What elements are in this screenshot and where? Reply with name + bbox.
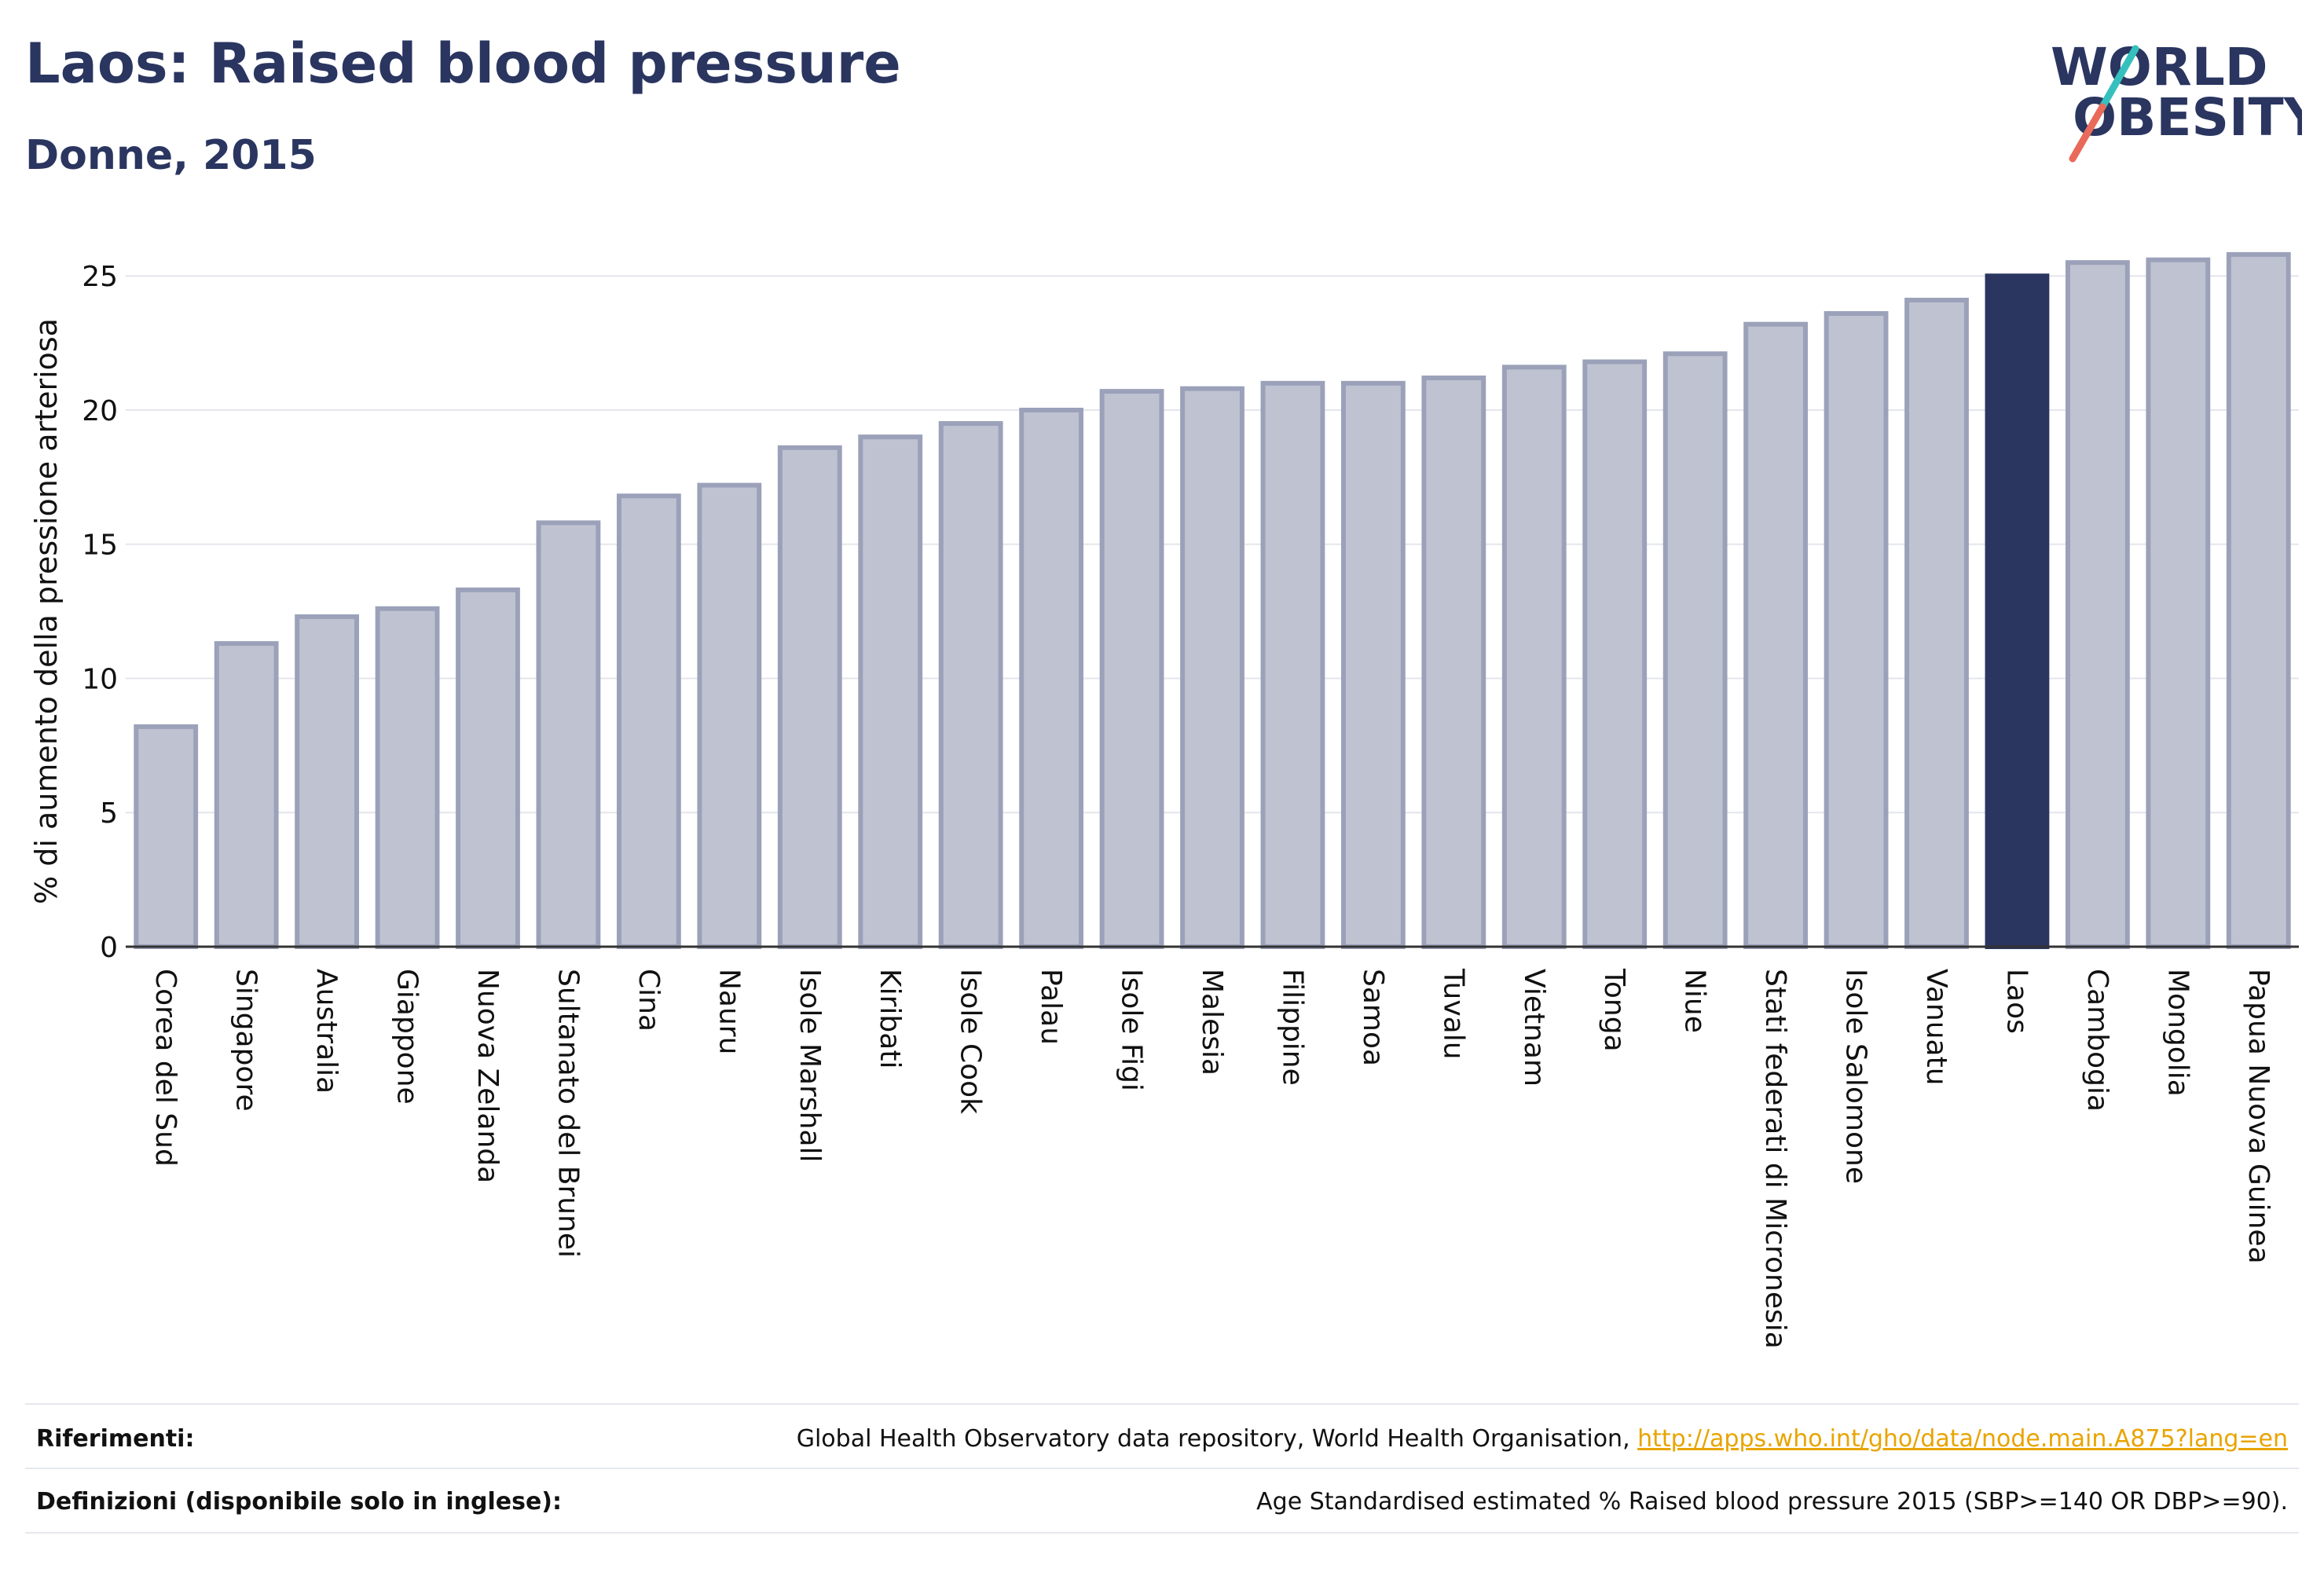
footer-divider-top bbox=[25, 1403, 2299, 1405]
x-tick-label: Singapore bbox=[230, 969, 262, 1112]
bar-vanuatu bbox=[1904, 297, 1969, 949]
x-tick-label: Giappone bbox=[391, 969, 423, 1105]
bar-chart: Corea del Sud Singapore Australia Giappone N… bbox=[29, 251, 2299, 1349]
bar-cina bbox=[616, 493, 681, 949]
bar-corea-del-sud bbox=[134, 724, 199, 950]
bar-nuova-zelanda bbox=[456, 587, 520, 950]
bar-isole-cook bbox=[938, 421, 1003, 949]
x-tick-label: Corea del Sud bbox=[149, 969, 181, 1167]
x-tick-label: Tonga bbox=[1598, 968, 1630, 1052]
bar-laos bbox=[1985, 273, 2050, 949]
x-tick-label: Isole Figi bbox=[1116, 969, 1148, 1091]
world-obesity-logo: WORLD OBESITY bbox=[2051, 37, 2302, 163]
y-axis: 0 5 10 15 20 25 bbox=[82, 261, 118, 964]
bar-malesia bbox=[1180, 386, 1244, 949]
chart-title: Laos: Raised blood pressure bbox=[25, 31, 901, 96]
definitions-label: Definizioni (disponibile solo in inglese… bbox=[36, 1488, 562, 1516]
chart-subtitle: Donne, 2015 bbox=[25, 132, 317, 179]
bar-nauru bbox=[697, 482, 762, 949]
y-tick-label: 10 bbox=[82, 663, 118, 695]
bar-kiribati bbox=[858, 434, 923, 949]
x-tick-label: Papua Nuova Guinea bbox=[2242, 969, 2275, 1264]
x-tick-label: Laos bbox=[2000, 969, 2033, 1034]
bar-tonga bbox=[1582, 359, 1648, 949]
bar-stati-federati-di-micronesia bbox=[1743, 321, 1809, 949]
x-tick-label: Tuvalu bbox=[1437, 968, 1469, 1060]
y-tick-label: 5 bbox=[100, 797, 118, 830]
x-tick-label: Palau bbox=[1035, 969, 1067, 1045]
bar-palau bbox=[1019, 407, 1084, 949]
y-tick-label: 0 bbox=[100, 932, 118, 964]
logo-slash-teal bbox=[2099, 45, 2139, 111]
bar-filippine bbox=[1260, 380, 1325, 949]
x-tick-label: Mongolia bbox=[2161, 969, 2194, 1097]
x-tick-label: Isole Cook bbox=[955, 969, 987, 1114]
x-tick-label: Kiribati bbox=[874, 969, 906, 1068]
x-tick-label: Malesia bbox=[1196, 969, 1228, 1076]
x-tick-label: Sultanato del Brunei bbox=[552, 969, 584, 1258]
bar-tuvalu bbox=[1421, 376, 1486, 949]
logo-word-world: WORLD bbox=[2051, 37, 2268, 97]
references-text: Global Health Observatory data repositor… bbox=[797, 1425, 2288, 1453]
bar-giappone bbox=[375, 606, 440, 949]
x-axis: Corea del Sud Singapore Australia Giappone N… bbox=[126, 945, 2299, 1349]
x-tick-label: Niue bbox=[1679, 969, 1711, 1033]
references-source: Global Health Observatory data repositor… bbox=[796, 1425, 1638, 1453]
footer-divider-bottom bbox=[25, 1532, 2299, 1534]
y-tick-label: 25 bbox=[82, 261, 118, 293]
x-tick-label: Cambogia bbox=[2081, 969, 2113, 1112]
logo-slash-coral bbox=[2069, 103, 2106, 163]
bar-isole-figi bbox=[1099, 389, 1164, 949]
x-tick-label: Isole Marshall bbox=[794, 969, 826, 1163]
x-tick-label: Filippine bbox=[1276, 969, 1308, 1086]
bar-sultanato-del-brunei bbox=[536, 520, 601, 949]
y-tick-label: 15 bbox=[82, 530, 118, 562]
bar-isole-marshall bbox=[777, 445, 842, 949]
bar-vietnam bbox=[1501, 365, 1567, 950]
x-tick-label: Samoa bbox=[1357, 969, 1389, 1066]
y-axis-label: % di aumento della pressione arteriosa bbox=[29, 318, 64, 904]
references-link[interactable]: http://apps.who.int/gho/data/node.main.A… bbox=[1637, 1425, 2288, 1453]
bar-singapore bbox=[214, 641, 279, 950]
x-tick-label: Stati federati di Micronesia bbox=[1759, 969, 1791, 1349]
x-tick-label: Australia bbox=[310, 969, 343, 1094]
x-tick-label: Cina bbox=[632, 969, 665, 1032]
bar-samoa bbox=[1340, 380, 1406, 949]
bar-papua-nuova-guinea bbox=[2226, 251, 2291, 950]
bar-isole-salomone bbox=[1824, 311, 1889, 950]
x-tick-label: Nuova Zelanda bbox=[471, 969, 504, 1183]
footer-divider-middle bbox=[25, 1468, 2299, 1469]
definitions-text: Age Standardised estimated % Raised bloo… bbox=[1256, 1488, 2288, 1516]
x-tick-label: Isole Salomone bbox=[1840, 969, 1872, 1184]
y-tick-label: 20 bbox=[82, 395, 118, 427]
x-tick-label: Vanuatu bbox=[1920, 969, 1952, 1086]
bar-mongolia bbox=[2146, 257, 2211, 949]
bar-australia bbox=[295, 614, 360, 950]
references-label: Riferimenti: bbox=[36, 1425, 195, 1453]
bar-niue bbox=[1662, 351, 1728, 949]
x-tick-label: Vietnam bbox=[1518, 969, 1550, 1087]
x-tick-label: Nauru bbox=[713, 969, 745, 1054]
bars bbox=[134, 251, 2291, 950]
bar-cambogia bbox=[2065, 260, 2130, 949]
